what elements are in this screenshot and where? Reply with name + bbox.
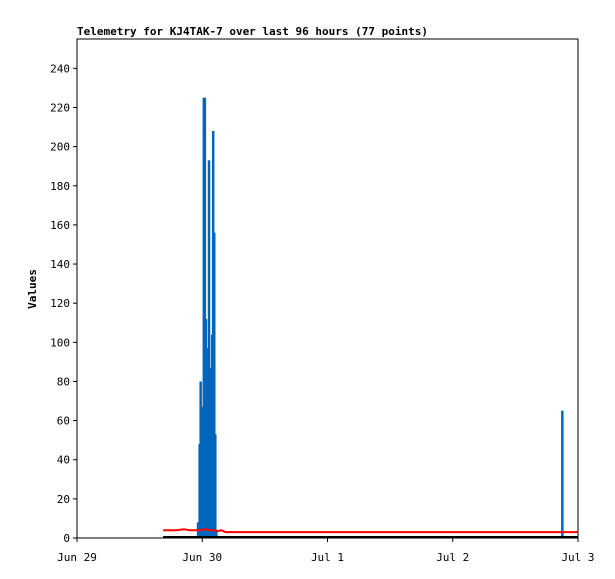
y-axis-label: Values bbox=[26, 269, 39, 309]
chart-title: Telemetry for KJ4TAK-7 over last 96 hour… bbox=[77, 25, 428, 38]
y-axis: 0 20 40 60 80 100 120 140 160 180 200 220 240 bbox=[50, 62, 77, 545]
y-tick-label: 200 bbox=[50, 141, 70, 154]
x-tick-label: Jul 1 bbox=[311, 551, 344, 564]
y-tick-label: 60 bbox=[57, 415, 70, 428]
y-tick-label: 80 bbox=[57, 375, 70, 388]
y-tick-label: 120 bbox=[50, 297, 70, 310]
x-tick-label: Jul 2 bbox=[436, 551, 469, 564]
x-tick-label: Jul 3 bbox=[561, 551, 594, 564]
x-tick-label: Jun 29 bbox=[57, 551, 97, 564]
y-tick-label: 40 bbox=[57, 454, 70, 467]
y-tick-label: 20 bbox=[57, 493, 70, 506]
x-tick-label: Jun 30 bbox=[182, 551, 222, 564]
x-axis: Jun 29 Jun 30 Jul 1 Jul 2 Jul 3 bbox=[57, 538, 595, 564]
y-tick-label: 140 bbox=[50, 258, 70, 271]
y-tick-label: 0 bbox=[63, 532, 70, 545]
y-tick-label: 240 bbox=[50, 62, 70, 75]
series-0 bbox=[196, 97, 564, 538]
series-layer bbox=[163, 97, 578, 538]
series-line bbox=[163, 528, 578, 534]
y-tick-label: 160 bbox=[50, 219, 70, 232]
y-tick-label: 180 bbox=[50, 180, 70, 193]
y-tick-label: 100 bbox=[50, 336, 70, 349]
y-tick-label: 220 bbox=[50, 101, 70, 114]
plot-frame bbox=[76, 38, 579, 539]
series-1 bbox=[163, 528, 578, 534]
